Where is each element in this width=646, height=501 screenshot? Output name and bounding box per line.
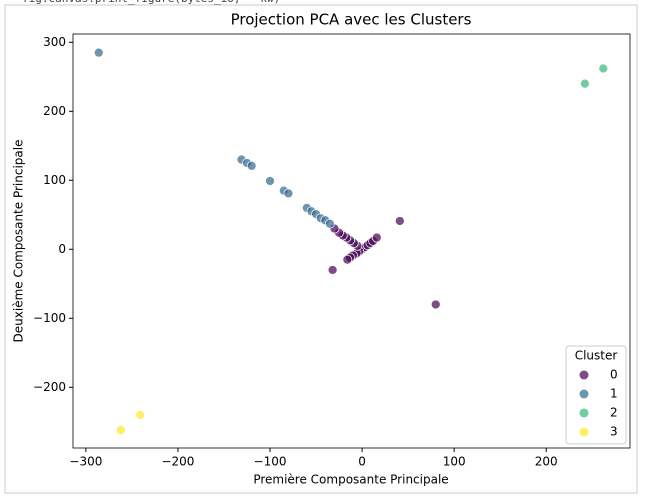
y-tick-label: 300: [43, 35, 66, 49]
legend-marker: [579, 408, 589, 418]
point: [325, 218, 335, 229]
x-tick-label: 200: [535, 455, 558, 469]
legend-label: 3: [610, 425, 618, 439]
point: [283, 188, 294, 199]
legend-marker: [579, 389, 589, 399]
point: [246, 160, 257, 171]
chart-title: Projection PCA avec les Clusters: [231, 11, 472, 29]
point: [93, 47, 104, 58]
point: [327, 265, 338, 275]
y-tick-label: −100: [33, 311, 66, 325]
point: [135, 410, 146, 420]
legend-label: 1: [610, 387, 618, 401]
x-axis-label: Première Composante Principale: [253, 473, 448, 487]
y-tick-label: 200: [43, 104, 66, 118]
x-tick-label: 0: [358, 455, 366, 469]
y-tick-label: 100: [43, 173, 66, 187]
output-frame: [4, 4, 638, 494]
x-tick-label: −100: [254, 455, 287, 469]
legend-label: 2: [610, 406, 618, 420]
legend-marker: [579, 427, 589, 437]
x-tick-label: −200: [161, 455, 194, 469]
legend-title: Cluster: [575, 349, 618, 363]
point: [598, 63, 609, 74]
y-tick-label: −200: [33, 380, 66, 394]
x-tick-label: 100: [443, 455, 466, 469]
point: [342, 254, 353, 265]
point: [116, 425, 126, 435]
legend-label: 0: [610, 368, 618, 382]
point: [394, 216, 405, 226]
y-tick-label: 0: [58, 242, 66, 256]
legend-box: [565, 345, 627, 445]
plot-frame: [72, 33, 631, 449]
point: [371, 232, 382, 243]
x-tick-label: −300: [69, 455, 102, 469]
point: [430, 299, 441, 310]
point: [580, 78, 590, 89]
point: [265, 176, 275, 186]
legend-marker: [579, 370, 589, 380]
y-axis-label: Deuxième Composante Principale: [12, 140, 26, 343]
code-line: fig.canvas.print_figure(bytes_io, **kw): [22, 0, 280, 5]
